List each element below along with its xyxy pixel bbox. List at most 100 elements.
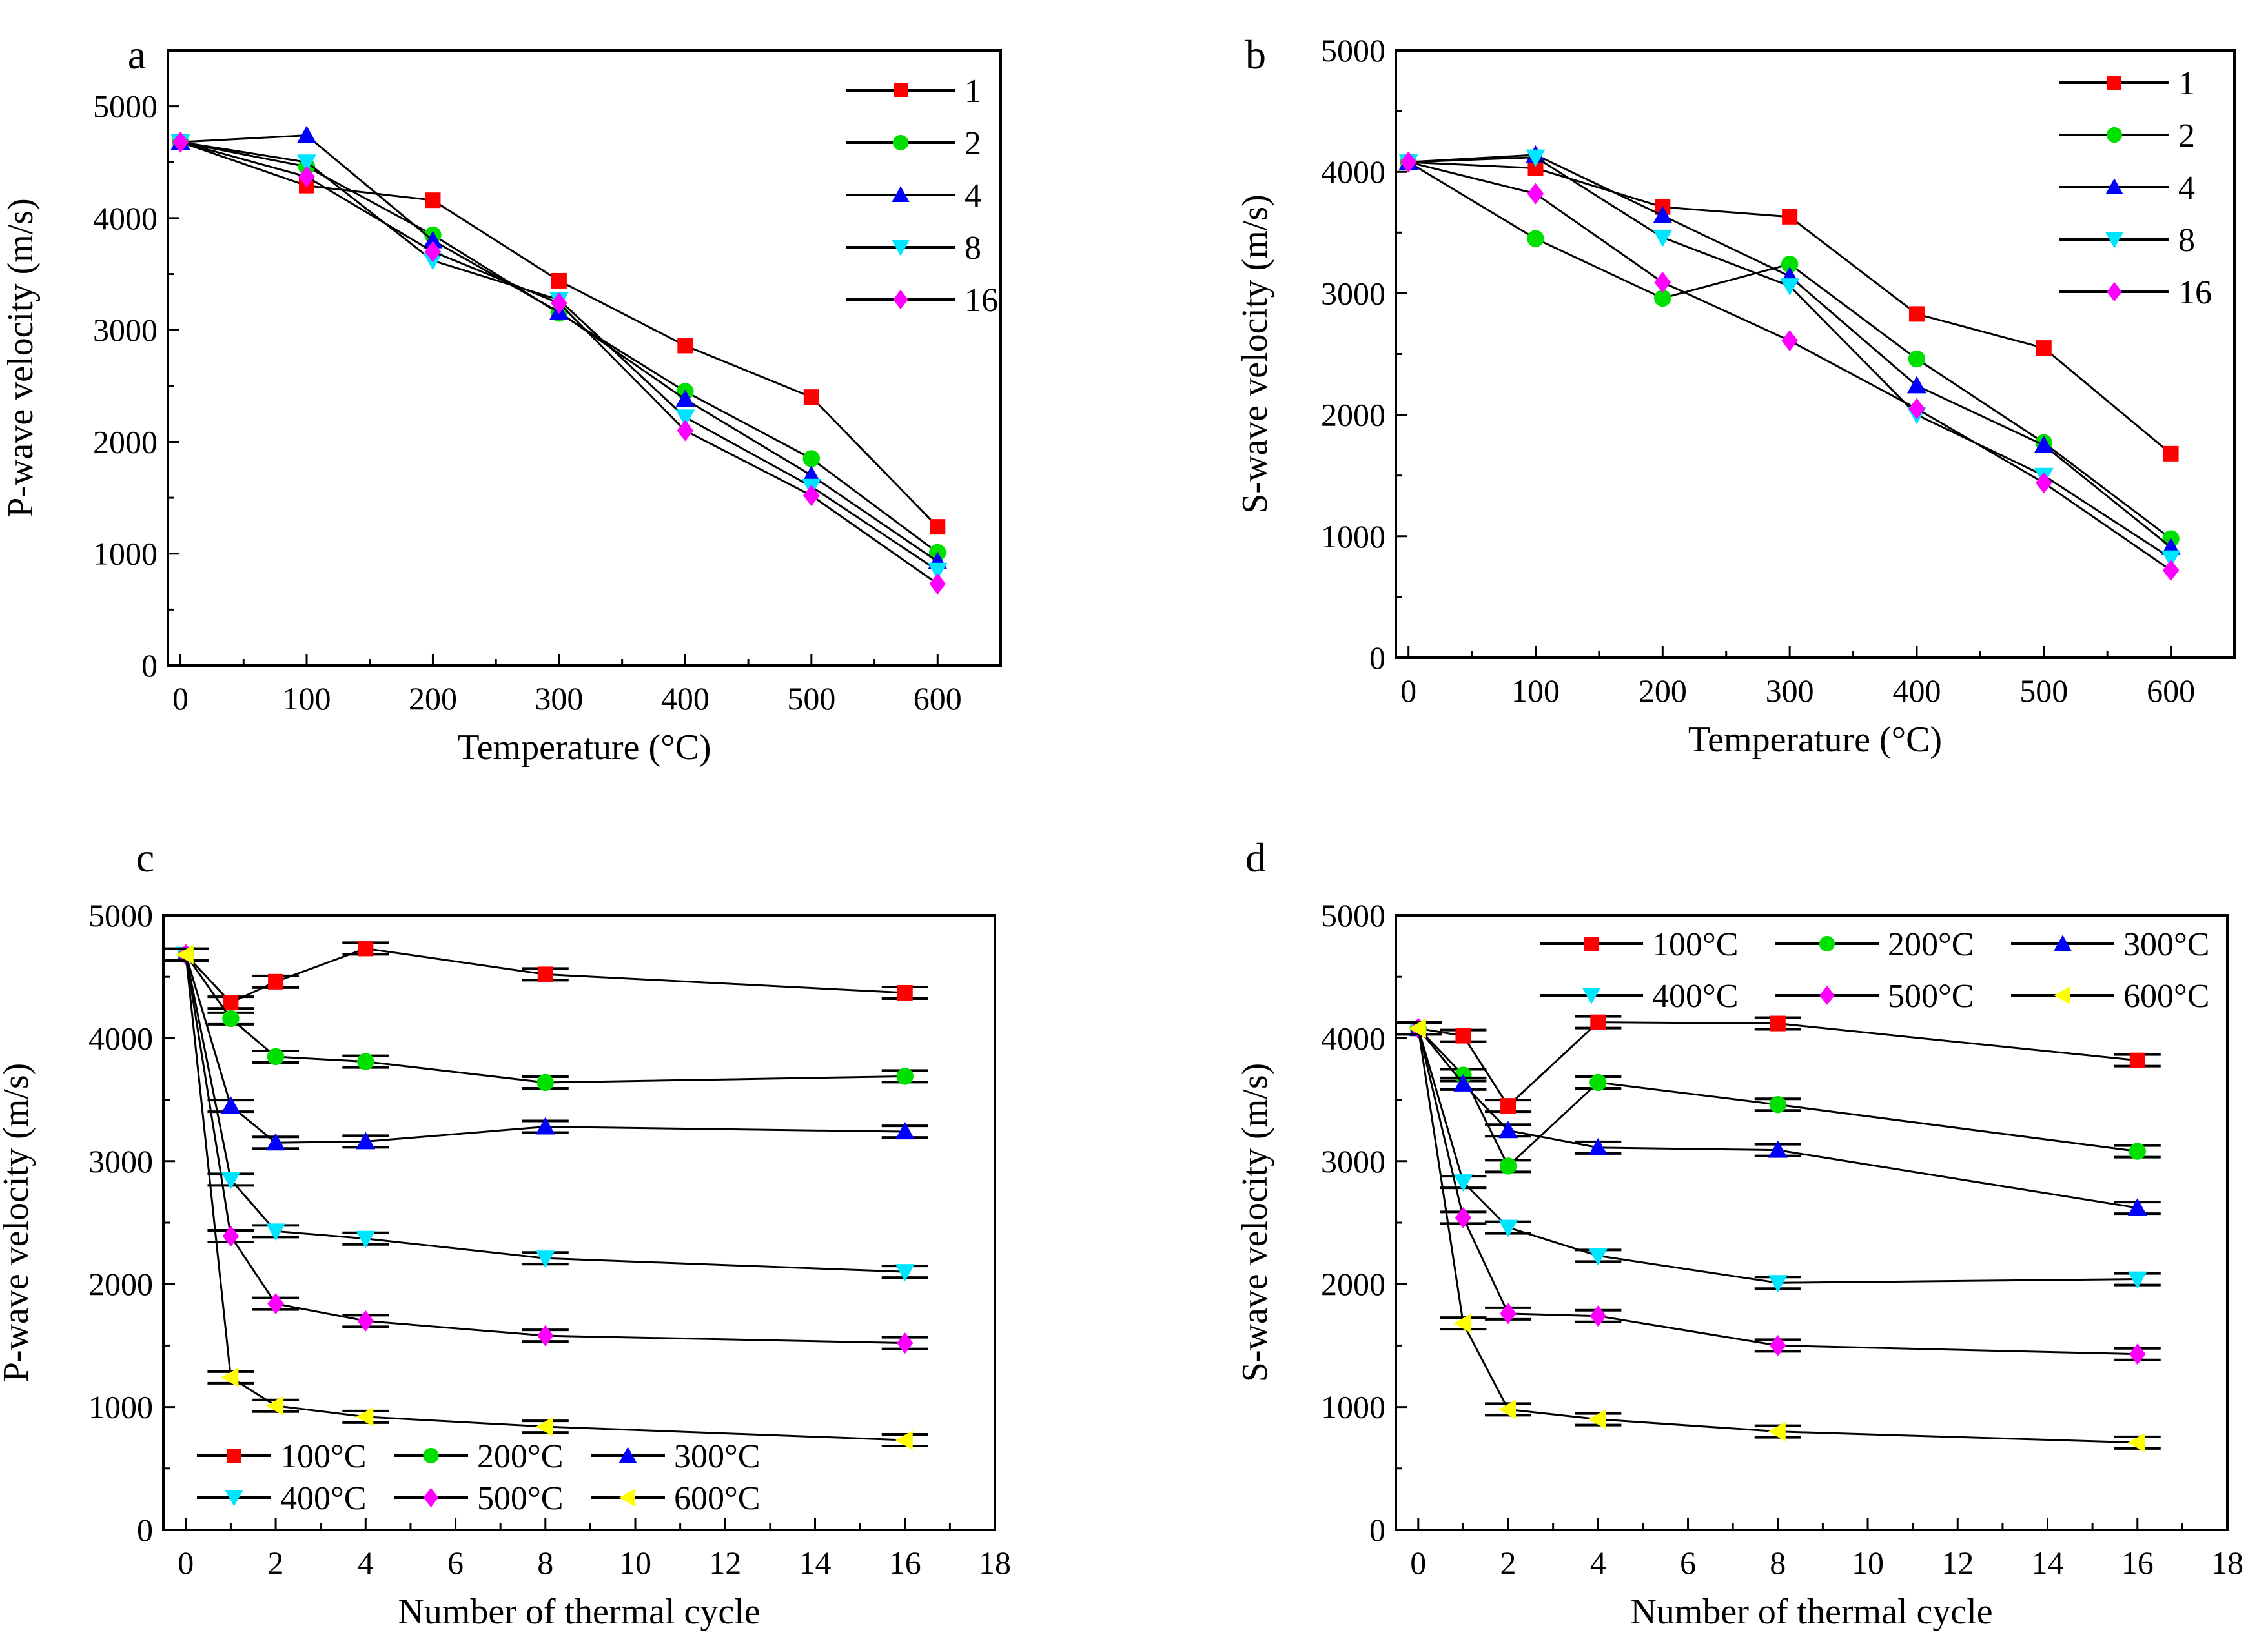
data-point <box>1453 1314 1471 1334</box>
data-point <box>803 389 819 405</box>
legend-label: 2 <box>965 125 981 162</box>
legend-item: 2 <box>846 125 981 162</box>
legend-item: 300°C <box>591 1438 760 1475</box>
data-point <box>1498 1121 1518 1139</box>
legend-label: 8 <box>2178 222 2195 259</box>
legend-marker <box>225 1490 243 1507</box>
data-point <box>223 995 239 1011</box>
legend-item: 1 <box>2059 65 2195 102</box>
data-point <box>1498 1219 1518 1237</box>
data-point <box>896 1068 914 1085</box>
legend-item: 600°C <box>2011 978 2209 1015</box>
x-tick-label: 14 <box>2032 1545 2064 1581</box>
x-axis-title: Temperature (°C) <box>1688 720 1942 760</box>
data-point <box>266 1223 286 1241</box>
x-tick-label: 16 <box>889 1545 921 1581</box>
legend-label: 500°C <box>1888 978 1974 1015</box>
x-tick-label: 6 <box>447 1545 464 1581</box>
legend-marker <box>2107 281 2122 302</box>
y-tick-label: 2000 <box>93 423 158 460</box>
series-line <box>1408 161 2172 454</box>
legend-label: 400°C <box>280 1480 366 1517</box>
data-point <box>1408 1019 1426 1039</box>
data-point <box>425 192 441 209</box>
x-tick-label: 600 <box>914 680 962 717</box>
data-point <box>2129 1052 2145 1068</box>
data-point <box>1588 1137 1608 1155</box>
data-point <box>1906 376 1926 394</box>
data-point <box>675 409 695 427</box>
series-line <box>1418 1021 2138 1108</box>
panel-d: d 0 2 4 6 8 10 12 14 16 18 0 1000 2000 3000 4000 5000 Num… <box>1235 835 2243 1632</box>
legend-item: 100°C <box>197 1438 366 1475</box>
series-line <box>1417 1028 2138 1209</box>
data-point <box>2127 1432 2145 1452</box>
panel-label: d <box>1245 835 1266 880</box>
data-point <box>424 241 442 263</box>
legend-label: 400°C <box>1652 978 1738 1015</box>
legend-label: 2 <box>2178 117 2195 154</box>
data-point <box>535 1250 555 1268</box>
legend-item: 200°C <box>394 1438 563 1475</box>
x-tick-label: 0 <box>1400 673 1416 709</box>
data-point <box>2036 472 2052 494</box>
data-point <box>1782 209 1798 225</box>
data-point <box>1526 149 1546 167</box>
series-8 <box>170 134 948 580</box>
data-point <box>895 1264 915 1282</box>
y-tick-label: 4000 <box>88 1020 153 1056</box>
data-point <box>1455 1028 1471 1044</box>
data-point <box>356 1230 376 1248</box>
data-point <box>1769 1096 1786 1114</box>
x-tick-label: 400 <box>1892 673 1941 709</box>
legend-item: 8 <box>846 230 981 267</box>
data-point <box>1653 229 1673 247</box>
x-axis-title: Number of thermal cycle <box>398 1592 760 1632</box>
data-point <box>1770 1015 1786 1032</box>
legend-label: 1 <box>965 73 981 110</box>
y-tick-label: 0 <box>1369 1512 1385 1548</box>
data-point <box>1589 1305 1607 1327</box>
legend-marker <box>2054 935 2072 951</box>
legend-marker <box>618 1447 637 1463</box>
x-tick-label: 100 <box>1511 673 1560 709</box>
x-axis-title: Number of thermal cycle <box>1630 1592 1992 1632</box>
y-tick-label: 4000 <box>1321 154 1385 190</box>
x-tick-label: 14 <box>799 1545 832 1581</box>
plot-frame <box>167 49 1002 667</box>
data-point <box>1781 256 1799 273</box>
data-point <box>551 292 567 314</box>
data-point <box>928 562 948 580</box>
data-point <box>298 166 315 188</box>
series-300°C <box>1395 1019 2161 1216</box>
legend-marker <box>894 83 908 97</box>
data-point <box>356 1407 374 1427</box>
data-point <box>2036 340 2052 356</box>
legend-marker <box>227 1449 241 1463</box>
data-point <box>675 389 695 407</box>
data-point <box>2127 1271 2147 1289</box>
legend-label: 16 <box>2178 274 2212 311</box>
data-point <box>267 1293 284 1315</box>
data-point <box>423 230 443 249</box>
series-line <box>1417 1028 2138 1168</box>
data-point <box>537 966 553 982</box>
data-point <box>1654 271 1671 293</box>
data-point <box>221 1367 239 1387</box>
series-line <box>185 954 905 1345</box>
legend-label: 300°C <box>674 1438 760 1475</box>
series-300°C <box>162 944 928 1151</box>
data-point <box>1590 1014 1606 1030</box>
data-point <box>895 1122 915 1140</box>
legend-label: 600°C <box>674 1480 760 1517</box>
data-point <box>1588 1409 1606 1429</box>
legend-label: 300°C <box>2123 926 2209 963</box>
data-point <box>176 944 194 964</box>
data-point <box>1768 1421 1786 1441</box>
data-point <box>1768 1275 1788 1293</box>
x-tick-label: 300 <box>535 680 583 717</box>
series-line <box>1417 1028 2138 1284</box>
legend-marker <box>2054 986 2070 1004</box>
series-600°C <box>162 944 928 1450</box>
